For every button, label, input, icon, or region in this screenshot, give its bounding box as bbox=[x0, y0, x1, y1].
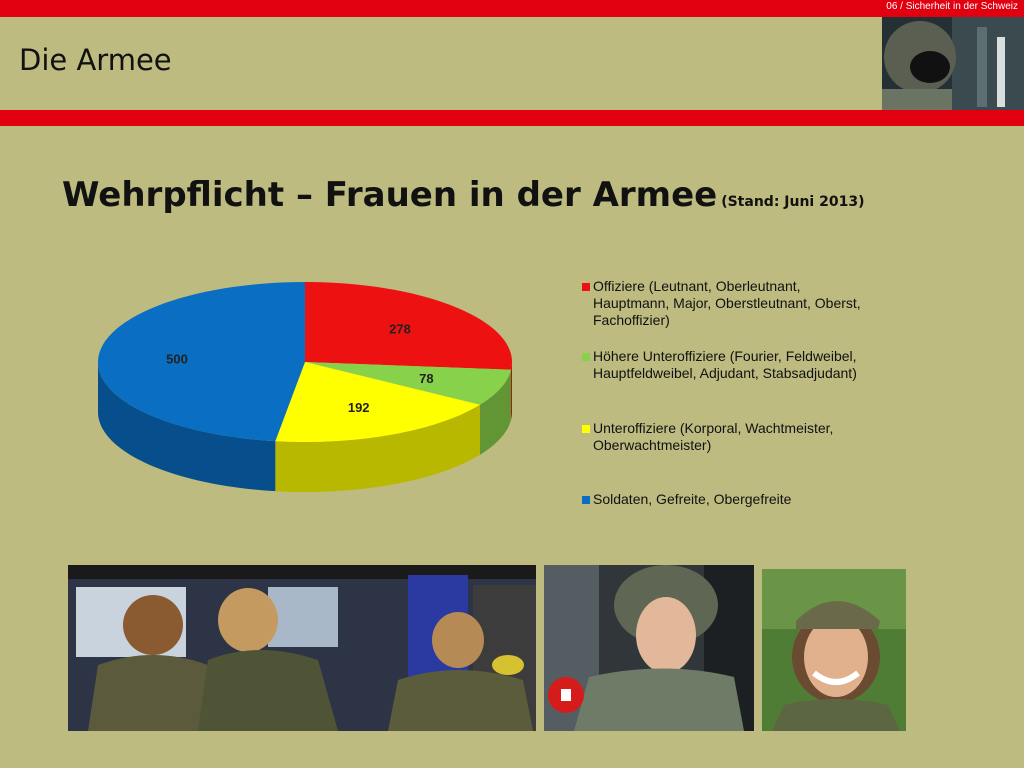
legend-label-3: Unteroffiziere (Korporal, Wachtmeister, … bbox=[593, 420, 834, 453]
top-bar: 06 / Sicherheit in der Schweiz bbox=[0, 0, 1024, 17]
pie-data-label-2: 78 bbox=[419, 371, 433, 386]
section-label: 06 / Sicherheit in der Schweiz bbox=[886, 1, 1018, 12]
smiling-soldier-photo bbox=[762, 569, 906, 731]
pie-data-label-1: 278 bbox=[389, 322, 411, 337]
legend-label-2: Höhere Unteroffiziere (Fourier, Feldweib… bbox=[593, 348, 857, 381]
pie-slice-2 bbox=[305, 362, 512, 405]
pie-side-2 bbox=[479, 369, 512, 455]
pie-data-label-4: 500 bbox=[166, 351, 188, 366]
pie-data-label-3: 192 bbox=[348, 400, 370, 415]
slide-title: Die Armee bbox=[19, 43, 172, 77]
pie-side-1 bbox=[511, 362, 512, 420]
red-divider-bar bbox=[0, 110, 1024, 126]
pie-chart-svg: 278 78 192 500 bbox=[98, 282, 512, 492]
legend-swatch-1 bbox=[582, 283, 590, 291]
chart-title: Wehrpflicht – Frauen in der Armee bbox=[62, 175, 718, 215]
legend-swatch-3 bbox=[582, 425, 590, 433]
pie-side-3 bbox=[275, 404, 480, 492]
legend-swatch-4 bbox=[582, 496, 590, 504]
chart-heading: Wehrpflicht – Frauen in der Armee (Stand:… bbox=[62, 175, 864, 215]
chart-date: (Stand: Juni 2013) bbox=[721, 194, 865, 210]
pie-slice-3 bbox=[275, 362, 480, 442]
pie-chart: 278 78 192 500 bbox=[95, 270, 535, 540]
legend-swatch-2 bbox=[582, 353, 590, 361]
pie-slice-1 bbox=[305, 282, 512, 370]
soldiers-back-photo bbox=[68, 565, 536, 731]
female-pilot-photo bbox=[544, 565, 754, 731]
legend-label-1: Offiziere (Leutnant, Oberleutnant, Haupt… bbox=[593, 278, 861, 328]
pie-slice-4 bbox=[98, 282, 305, 442]
helmet-pilot-photo bbox=[882, 17, 1024, 110]
legend-label-4: Soldaten, Gefreite, Obergefreite bbox=[593, 491, 792, 507]
pie-side-4 bbox=[98, 362, 276, 492]
